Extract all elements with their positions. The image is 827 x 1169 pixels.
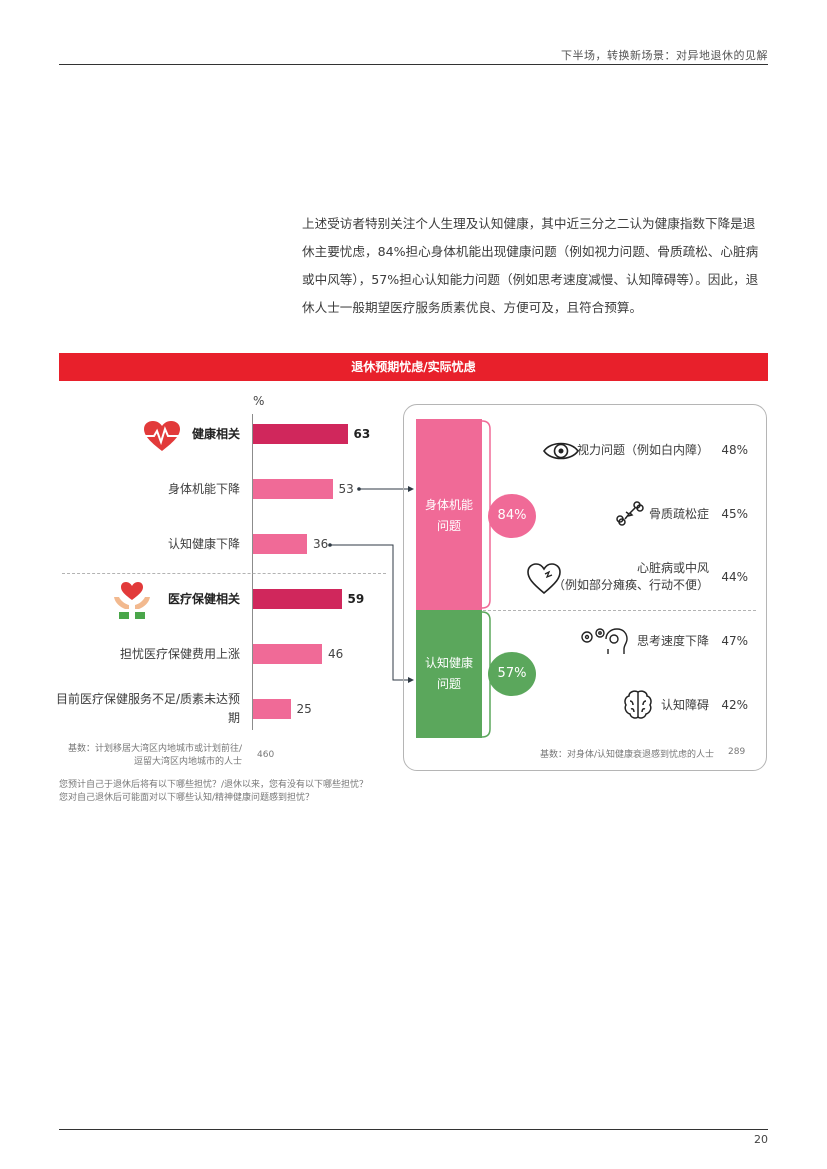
group-divider [62,573,386,574]
intro-line: 休主要忧虑，84%担心身体机能出现健康问题（例如视力问题、骨质疏松、心脏病 [302,244,759,259]
item-value-cognitive-impairment: 42% [721,698,748,712]
item-value-slow-thinking: 47% [721,634,748,648]
bar-label-cost-rise: 担忧医疗保健费用上涨 [119,647,240,661]
left-base-line: 逗留大湾区内地城市的人士 [133,757,242,767]
left-base-line: 基数：计划移居大湾区内地城市或计划前往/ [67,744,242,754]
survey-question-line: 您对自己退休后可能面对以下哪些认知/精神健康问题感到担忧？ [59,793,315,803]
bar-cost-rise [253,644,322,664]
survey-question-note: 您预计自己于退休后将有以下哪些担忧？/退休以来，您有没有以下哪些担忧？ 您对自己… [59,779,368,805]
chart-axis [252,414,253,730]
running-header: 下半场，转换新场景：对异地退休的见解 [561,49,768,62]
cognitive-pct-circle: 57% [488,652,536,696]
bar-label-physical-decline: 身体机能下降 [167,482,240,496]
cognitive-label-line: 认知健康 [424,656,473,670]
heart-outline-icon [527,563,561,595]
intro-line: 休人士一般期望医疗服务质素优良、方便可及，且符合预算。 [302,300,643,315]
heartbeat-icon [144,421,180,451]
item-label-heart-stroke-sub: （例如部分瘫痪、行动不便） [552,578,709,592]
bar-value-cognitive-decline: 36 [313,537,329,551]
bar-label-cognitive-decline: 认知健康下降 [167,537,240,551]
physical-label-line: 身体机能 [424,498,473,512]
intro-line: 上述受访者特别关注个人生理及认知健康，其中近三分之二认为健康指数下降是退 [302,216,756,231]
brain-icon [624,690,652,719]
chart-unit-label: % [253,394,265,408]
left-base-count: 460 [257,750,275,760]
bar-value-physical-decline: 53 [338,482,354,496]
header-rule [59,64,768,65]
left-base-note: 基数：计划移居大湾区内地城市或计划前往/ 逗留大湾区内地城市的人士 [66,743,242,769]
page-number: 20 [754,1133,768,1146]
panel-divider [483,610,756,611]
physical-issues-block [416,419,482,610]
item-value-vision: 48% [721,443,748,457]
physical-label-line: 问题 [436,519,461,533]
footer-rule [59,1129,768,1130]
bar-physical-decline [253,479,333,499]
cognitive-issues-label: 认知健康 问题 [416,653,482,695]
bar-value-health: 63 [353,427,371,441]
physical-issues-label: 身体机能 问题 [416,495,482,537]
intro-paragraph: 上述受访者特别关注个人生理及认知健康，其中近三分之二认为健康指数下降是退 休主要… [302,210,772,322]
survey-question-line: 您预计自己于退休后将有以下哪些担忧？/退休以来，您有没有以下哪些担忧？ [59,780,369,790]
cognitive-issues-block [416,610,482,738]
concern-breakdown-panel [403,404,767,771]
item-label-slow-thinking: 思考速度下降 [636,634,709,648]
cognitive-label-line: 问题 [436,677,461,691]
right-base-count: 289 [728,747,746,757]
intro-line: 或中风等），57%担心认知能力问题（例如思考速度减慢、认知障碍等）。因此，退 [302,272,759,287]
bar-value-healthcare: 59 [347,592,365,606]
bar-healthcare [253,589,342,609]
eye-icon [543,442,579,460]
right-base-note: 基数：对身体/认知健康衰退感到忧虑的人士 [539,750,714,760]
item-label-cognitive-impairment: 认知障碍 [660,698,709,712]
item-label-osteoporosis: 骨质疏松症 [648,507,709,521]
physical-pct-circle: 84% [488,494,536,538]
section-banner: 退休预期忧虑/实际忧虑 [59,353,768,381]
bar-insufficient-service [253,699,291,719]
bar-cognitive-decline [253,534,307,554]
bar-value-cost-rise: 46 [328,647,344,661]
item-value-osteoporosis: 45% [721,507,748,521]
item-label-heart-stroke: 心脏病或中风 （例如部分瘫痪、行动不便） [540,560,709,594]
item-label-vision: 视力问题（例如白内障） [576,443,709,457]
bar-label-healthcare: 医疗保健相关 [167,592,240,606]
bar-label-health: 健康相关 [191,427,240,441]
bar-health [253,424,348,444]
gears-head-icon [581,628,628,654]
bar-label-insufficient-service: 目前医疗保健服务不足/质素未达预期 [50,690,240,728]
bar-value-insufficient-service: 25 [296,702,312,716]
item-label-heart-stroke-main: 心脏病或中风 [636,561,709,575]
item-value-heart-stroke: 44% [721,570,748,584]
bar-label-insufficient-service-text: 目前医疗保健服务不足/质素未达预期 [55,692,240,725]
care-hands-icon [114,582,150,619]
broken-bone-icon [616,501,644,526]
